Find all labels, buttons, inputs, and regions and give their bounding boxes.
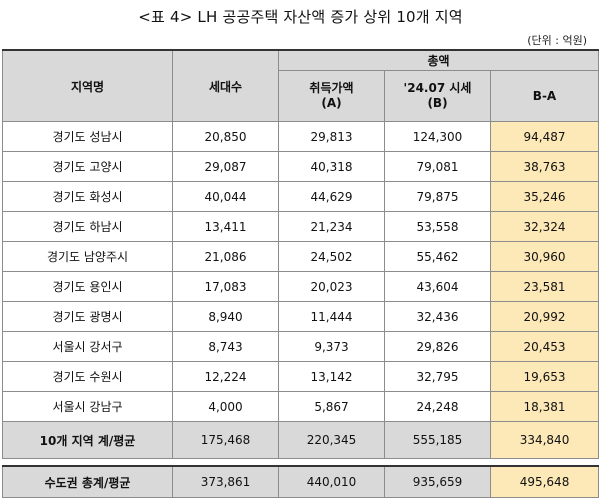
cell-region: 서울시 강서구 xyxy=(2,331,173,362)
cell-acquisition: 20,023 xyxy=(278,271,385,302)
top10-sum-row: 10개 지역 계/평균 175,468 220,345 555,185 334,… xyxy=(2,421,600,459)
cell-region: 서울시 강남구 xyxy=(2,391,173,422)
cell-market: 32,795 xyxy=(384,361,491,392)
table-row: 경기도 하남시 13,411 21,234 53,558 32,324 xyxy=(2,211,600,242)
table-title: <표 4> LH 공공주택 자산액 증가 상위 10개 지역 xyxy=(138,8,463,26)
cell-region: 경기도 광명시 xyxy=(2,301,173,332)
cell-households: 21,086 xyxy=(172,241,279,272)
cell-acquisition: 440,010 xyxy=(278,465,385,498)
asset-table: 지역명 세대수 총액 취득가액 (A) '24.07 시세 (B) B-A 경기… xyxy=(2,49,600,498)
table-row: 경기도 용인시 17,083 20,023 43,604 23,581 xyxy=(2,271,600,302)
cell-acquisition: 24,502 xyxy=(278,241,385,272)
header-acquisition: 취득가액 (A) xyxy=(278,70,385,122)
cell-diff: 94,487 xyxy=(489,121,600,152)
cell-diff: 20,992 xyxy=(489,301,600,332)
cell-households: 17,083 xyxy=(172,271,279,302)
cell-households: 12,224 xyxy=(172,361,279,392)
cell-market: 555,185 xyxy=(384,421,491,459)
header-acquisition-line1: 취득가액 xyxy=(309,81,354,95)
header-total: 총액 xyxy=(277,49,600,71)
unit-label: (단위 : 억원) xyxy=(527,34,587,47)
cell-market: 43,604 xyxy=(384,271,491,302)
cell-acquisition: 5,867 xyxy=(278,391,385,422)
spacer-cell xyxy=(2,458,599,467)
row-spacer xyxy=(2,458,599,467)
cell-region: 경기도 고양시 xyxy=(2,151,173,182)
capital-total-row: 수도권 총계/평균 373,861 440,010 935,659 495,64… xyxy=(2,465,600,498)
table-row: 경기도 광명시 8,940 11,444 32,436 20,992 xyxy=(2,301,600,332)
cell-region: 경기도 수원시 xyxy=(2,361,173,392)
cell-acquisition: 11,444 xyxy=(278,301,385,332)
cell-market: 32,436 xyxy=(384,301,491,332)
table-row: 서울시 강남구 4,000 5,867 24,248 18,381 xyxy=(2,391,600,422)
cell-acquisition: 13,142 xyxy=(278,361,385,392)
cell-region: 경기도 화성시 xyxy=(2,181,173,212)
cell-diff: 30,960 xyxy=(489,241,600,272)
cell-region: 경기도 용인시 xyxy=(2,271,173,302)
cell-region: 수도권 총계/평균 xyxy=(2,465,173,498)
cell-diff: 35,246 xyxy=(489,181,600,212)
cell-diff: 23,581 xyxy=(489,271,600,302)
cell-market: 124,300 xyxy=(384,121,491,152)
cell-market: 53,558 xyxy=(384,211,491,242)
cell-market: 935,659 xyxy=(384,465,491,498)
header-market-line1: '24.07 시세 xyxy=(403,81,472,95)
cell-households: 8,940 xyxy=(172,301,279,332)
cell-households: 8,743 xyxy=(172,331,279,362)
cell-households: 20,850 xyxy=(172,121,279,152)
cell-diff: 32,324 xyxy=(489,211,600,242)
cell-market: 24,248 xyxy=(384,391,491,422)
cell-region: 경기도 남양주시 xyxy=(2,241,173,272)
cell-diff: 495,648 xyxy=(489,465,600,498)
cell-households: 13,411 xyxy=(172,211,279,242)
cell-diff: 20,453 xyxy=(489,331,600,362)
cell-region: 경기도 성남시 xyxy=(2,121,173,152)
table-row: 경기도 남양주시 21,086 24,502 55,462 30,960 xyxy=(2,241,600,272)
header-market: '24.07 시세 (B) xyxy=(384,70,491,122)
cell-diff: 38,763 xyxy=(489,151,600,182)
cell-diff: 18,381 xyxy=(489,391,600,422)
header-region: 지역명 xyxy=(2,49,173,122)
cell-households: 373,861 xyxy=(172,465,279,498)
table-row: 경기도 화성시 40,044 44,629 79,875 35,246 xyxy=(2,181,600,212)
table-row: 경기도 수원시 12,224 13,142 32,795 19,653 xyxy=(2,361,600,392)
cell-acquisition: 40,318 xyxy=(278,151,385,182)
table-row: 서울시 강서구 8,743 9,373 29,826 20,453 xyxy=(2,331,600,362)
cell-acquisition: 29,813 xyxy=(278,121,385,152)
cell-acquisition: 21,234 xyxy=(278,211,385,242)
cell-market: 55,462 xyxy=(384,241,491,272)
cell-diff: 19,653 xyxy=(489,361,600,392)
cell-households: 4,000 xyxy=(172,391,279,422)
cell-acquisition: 9,373 xyxy=(278,331,385,362)
cell-region: 10개 지역 계/평균 xyxy=(2,421,173,459)
cell-acquisition: 220,345 xyxy=(278,421,385,459)
header-households: 세대수 xyxy=(172,49,279,122)
table-row: 경기도 고양시 29,087 40,318 79,081 38,763 xyxy=(2,151,600,182)
table-row: 경기도 성남시 20,850 29,813 124,300 94,487 xyxy=(2,121,600,152)
cell-households: 29,087 xyxy=(172,151,279,182)
header-acquisition-line2: (A) xyxy=(321,96,342,110)
cell-market: 79,875 xyxy=(384,181,491,212)
header-diff: B-A xyxy=(489,70,600,122)
cell-market: 29,826 xyxy=(384,331,491,362)
cell-households: 175,468 xyxy=(172,421,279,459)
cell-diff: 334,840 xyxy=(489,421,600,459)
cell-households: 40,044 xyxy=(172,181,279,212)
cell-market: 79,081 xyxy=(384,151,491,182)
cell-region: 경기도 하남시 xyxy=(2,211,173,242)
cell-acquisition: 44,629 xyxy=(278,181,385,212)
header-market-line2: (B) xyxy=(427,96,448,110)
